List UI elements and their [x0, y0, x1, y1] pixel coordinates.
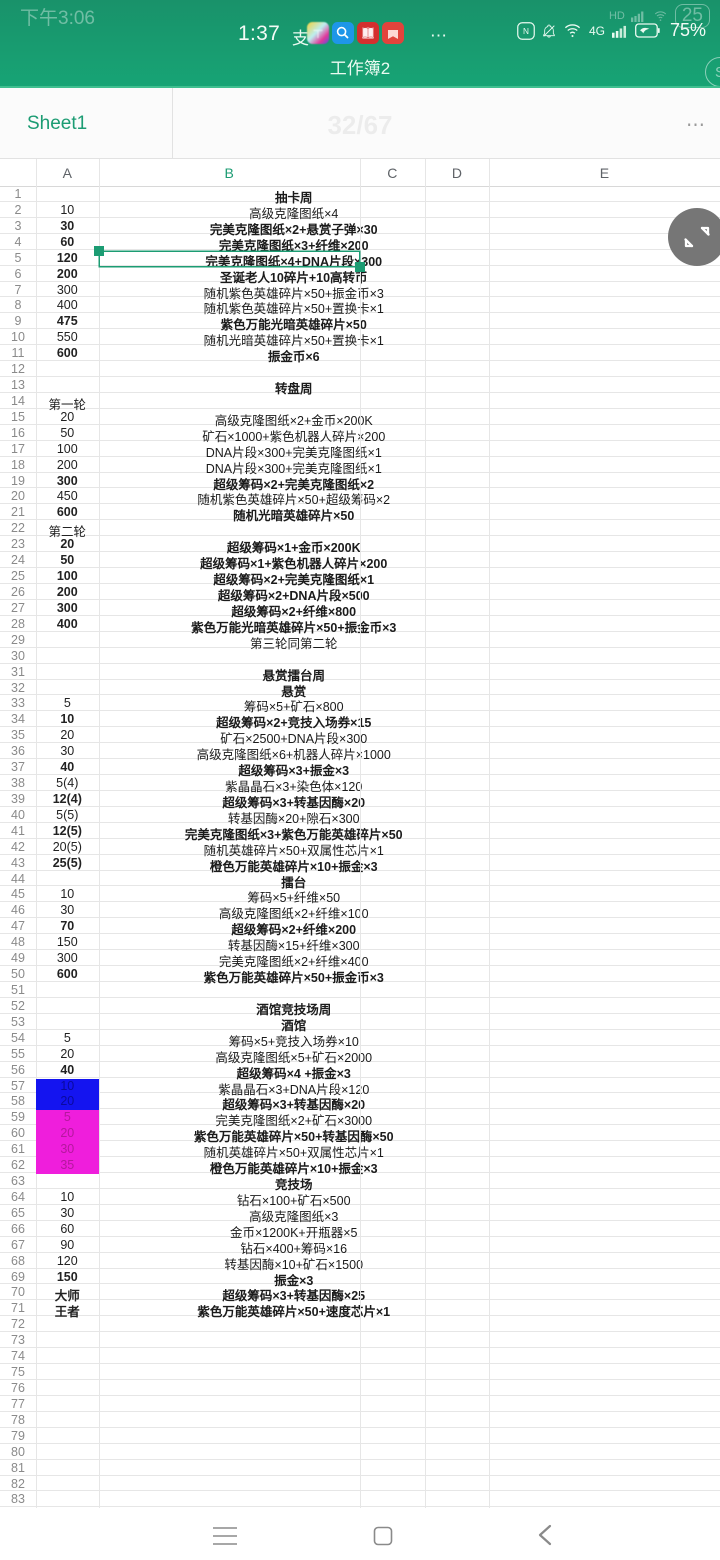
svg-text:N: N — [523, 27, 529, 36]
